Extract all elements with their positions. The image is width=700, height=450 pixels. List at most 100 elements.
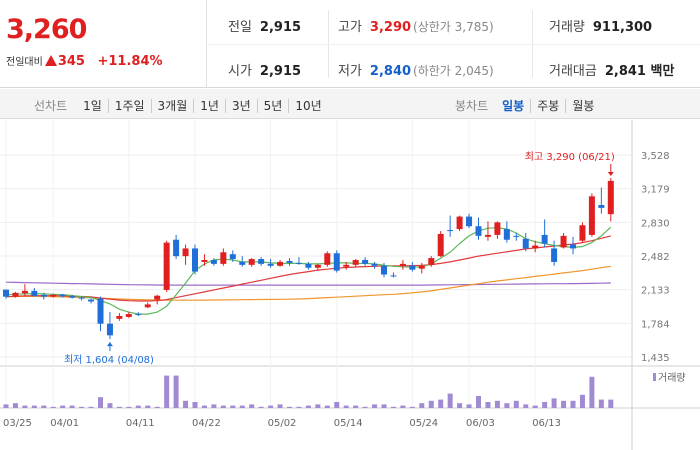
candle-body bbox=[154, 295, 161, 300]
candle-body bbox=[456, 216, 463, 230]
candle-body bbox=[494, 222, 501, 235]
volume-bar bbox=[457, 403, 463, 408]
candle-body bbox=[88, 299, 95, 302]
candle-body bbox=[428, 258, 435, 265]
volume-bar bbox=[277, 404, 283, 408]
tab-10y[interactable]: 10년 bbox=[288, 99, 328, 113]
candle-body bbox=[607, 180, 614, 215]
volume-bar bbox=[334, 402, 340, 408]
volume-bar bbox=[409, 406, 415, 408]
volume-bar bbox=[447, 393, 453, 408]
volume-bar bbox=[324, 405, 330, 408]
candle-body bbox=[201, 260, 208, 262]
tab-5y[interactable]: 5년 bbox=[256, 99, 289, 113]
volume-bar bbox=[50, 406, 56, 408]
candle-body bbox=[125, 314, 132, 317]
stat-high: 고가 3,290 (상한가 3,785) bbox=[338, 20, 494, 35]
candle-body bbox=[144, 304, 151, 308]
candle-body bbox=[475, 226, 482, 236]
volume-bar bbox=[485, 402, 491, 408]
tab-monthly[interactable]: 월봉 bbox=[565, 99, 601, 113]
candle-body bbox=[248, 259, 255, 265]
y-tick-label: 2,482 bbox=[641, 252, 670, 263]
volume-bar bbox=[390, 406, 396, 408]
candlestick-chart[interactable]: 3,528 3,179 2,830 2,482 2,133 1,784 1,435 03/25… bbox=[0, 120, 700, 450]
volume-bar bbox=[305, 405, 311, 408]
volume-bar bbox=[343, 405, 349, 408]
volume-bar bbox=[419, 403, 425, 408]
tab-daily[interactable]: 일봉 bbox=[502, 99, 525, 113]
volume-bar bbox=[494, 400, 500, 408]
candle-body bbox=[570, 244, 576, 249]
candle-body bbox=[333, 253, 340, 271]
volume-legend-label: 거래량 bbox=[658, 372, 686, 384]
tab-3m[interactable]: 3개월 bbox=[150, 99, 194, 113]
candle-body bbox=[163, 242, 170, 290]
tab-weekly[interactable]: 주봉 bbox=[530, 99, 566, 113]
x-tick-label: 05/02 bbox=[268, 418, 297, 429]
quote-header: 3,260 전일대비 345 +11.84% 전일 2,915 고가 3,290 (상한… bbox=[0, 0, 700, 88]
candle-body bbox=[97, 298, 104, 324]
candle-body bbox=[220, 252, 227, 264]
candle-body bbox=[135, 314, 142, 316]
volume-bar bbox=[598, 399, 604, 408]
volume-bar bbox=[60, 405, 66, 408]
volume-bar bbox=[145, 405, 151, 408]
candle-chart-label: 봉차트 bbox=[455, 99, 489, 113]
change-row: 전일대비 345 +11.84% bbox=[6, 53, 163, 69]
y-tick-label: 3,528 bbox=[641, 151, 670, 162]
candle-body bbox=[503, 229, 510, 240]
line-chart-tabs: 선차트 1일 1주일 3개월 1년 3년 5년 10년 bbox=[34, 97, 328, 114]
candle-body bbox=[314, 264, 321, 268]
volume-bar bbox=[504, 403, 510, 408]
volume-bar bbox=[183, 400, 189, 408]
y-tick-label: 1,784 bbox=[641, 319, 670, 330]
candle-body bbox=[522, 238, 529, 249]
tab-1d[interactable]: 1일 bbox=[83, 99, 102, 113]
volume-bar bbox=[211, 404, 217, 408]
candle-body bbox=[106, 323, 113, 336]
candle-body bbox=[182, 248, 189, 257]
candle-body bbox=[229, 254, 236, 260]
candle-body bbox=[588, 196, 595, 235]
volume-bar bbox=[315, 404, 321, 408]
candle-body bbox=[484, 234, 491, 237]
stat-prev-close: 전일 2,915 bbox=[228, 20, 302, 35]
volume-bar bbox=[230, 405, 236, 408]
candle-body bbox=[352, 260, 359, 265]
candle-body bbox=[532, 245, 539, 249]
volume-bar bbox=[513, 400, 519, 408]
volume-bar bbox=[381, 404, 387, 408]
volume-bar bbox=[164, 375, 170, 408]
candle-body bbox=[21, 290, 28, 294]
volume-bar bbox=[220, 405, 226, 408]
volume-bar bbox=[589, 376, 595, 408]
volume-bar bbox=[532, 405, 538, 408]
candle-body bbox=[78, 297, 85, 299]
candle-body bbox=[447, 230, 454, 232]
tab-3y[interactable]: 3년 bbox=[224, 99, 257, 113]
candle-body bbox=[173, 239, 180, 257]
x-tick-label: 06/13 bbox=[532, 418, 561, 429]
tab-1w[interactable]: 1주일 bbox=[107, 99, 151, 113]
y-tick-label: 1,435 bbox=[641, 353, 670, 364]
row-divider bbox=[208, 44, 700, 45]
candle-body bbox=[3, 289, 9, 297]
candle-body bbox=[12, 292, 19, 297]
volume-bar bbox=[3, 404, 9, 408]
volume-bar bbox=[561, 400, 567, 408]
stat-low: 저가 2,840 (하한가 2,045) bbox=[338, 64, 494, 79]
volume-bar bbox=[362, 406, 368, 408]
tab-1y[interactable]: 1년 bbox=[193, 99, 225, 113]
candle-body bbox=[50, 294, 57, 297]
candle-body bbox=[31, 290, 38, 296]
volume-bar bbox=[476, 396, 481, 408]
candle-body bbox=[409, 265, 416, 270]
volume-bar bbox=[79, 406, 85, 408]
volume-bar bbox=[107, 403, 113, 408]
ma120-line bbox=[5, 281, 611, 286]
volume-bar bbox=[239, 405, 245, 408]
volume-bar bbox=[428, 400, 434, 408]
volume-bar bbox=[98, 397, 103, 408]
volume-bar bbox=[201, 405, 207, 408]
